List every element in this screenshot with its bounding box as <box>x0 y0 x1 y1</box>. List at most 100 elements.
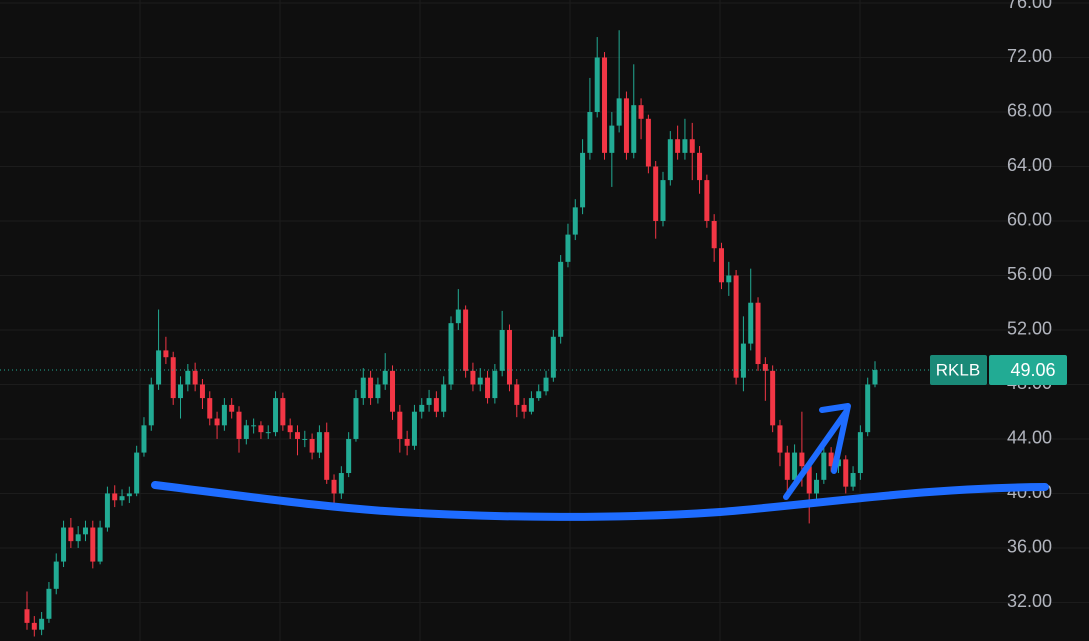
candle-body <box>375 384 381 399</box>
candle-body <box>39 618 45 630</box>
y-tick-label: 36.00 <box>1007 537 1052 557</box>
candle-body <box>207 398 213 419</box>
price-tag: RKLB 49.06 <box>930 355 1067 386</box>
candle-body <box>470 370 476 385</box>
candle-body <box>61 527 67 562</box>
candle-body <box>397 411 403 439</box>
candle-body <box>733 275 739 378</box>
candle-body <box>309 438 315 453</box>
candle-body <box>463 309 469 371</box>
candle-body <box>514 384 520 405</box>
y-tick-label: 56.00 <box>1007 264 1052 284</box>
price-tag-box <box>989 355 1067 386</box>
candle-body <box>740 343 746 378</box>
candle-body <box>156 350 162 385</box>
candle-body <box>784 452 790 480</box>
candle-body <box>411 411 417 446</box>
candle-body <box>536 391 542 399</box>
candle-body <box>426 398 432 405</box>
candle-body <box>229 404 235 412</box>
candle-body <box>485 377 491 399</box>
candle-body <box>294 432 300 439</box>
candle-body <box>236 411 242 439</box>
y-tick-label: 60.00 <box>1007 210 1052 230</box>
candle-body <box>331 479 337 494</box>
candle-body <box>280 398 286 426</box>
candle-body <box>799 452 805 467</box>
candle-body <box>441 384 447 412</box>
candle-body <box>675 139 681 153</box>
candle-body <box>258 425 264 433</box>
candle-body <box>134 452 140 494</box>
candle-body <box>163 350 169 358</box>
candle-body <box>170 357 176 399</box>
candle-body <box>718 248 724 283</box>
candle-body <box>368 377 374 399</box>
candle-body <box>53 561 59 589</box>
candle-body <box>243 425 249 439</box>
candles <box>24 30 878 637</box>
candle-body <box>119 496 125 501</box>
candle-body <box>762 364 768 371</box>
candle-body <box>653 166 659 221</box>
candle-body <box>75 534 81 542</box>
candle-body <box>82 527 88 535</box>
candle-body <box>748 302 754 344</box>
candle-body <box>638 105 644 119</box>
candle-body <box>609 125 615 153</box>
candle-body <box>828 452 834 467</box>
candle-body <box>806 466 812 494</box>
candle-body <box>770 370 776 426</box>
candle-body <box>755 302 761 365</box>
candle-body <box>528 398 534 412</box>
y-tick-label: 72.00 <box>1007 46 1052 66</box>
candle-body <box>667 139 673 181</box>
candle-body <box>697 152 703 181</box>
candle-body <box>316 432 322 453</box>
candle-body <box>382 370 388 385</box>
candle-body <box>404 438 410 446</box>
candle-body <box>112 493 118 501</box>
candle-body <box>97 527 103 562</box>
candle-body <box>477 377 483 385</box>
candle-body <box>185 370 191 385</box>
vertical-grid <box>139 0 861 641</box>
candle-body <box>843 459 849 487</box>
drawn-support-curve <box>151 481 1049 521</box>
candle-body <box>857 432 863 474</box>
candle-body <box>726 275 732 283</box>
candle-body <box>587 111 593 153</box>
candle-body <box>104 493 110 528</box>
candle-body <box>660 180 666 221</box>
candle-body <box>24 609 30 623</box>
candle-body <box>448 323 454 385</box>
candle-body <box>645 118 651 167</box>
candle-body <box>792 452 798 480</box>
candle-body <box>346 438 352 474</box>
candle-body <box>192 370 198 385</box>
y-tick-label: 76.00 <box>1007 0 1052 12</box>
candle-body <box>214 418 220 426</box>
candle-body <box>273 398 279 433</box>
candle-body <box>711 220 717 249</box>
candle-body <box>265 432 271 434</box>
candle-body <box>689 139 695 153</box>
candle-body <box>821 452 827 480</box>
candle-body <box>433 398 439 412</box>
candle-body <box>353 398 359 439</box>
y-tick-label: 64.00 <box>1007 155 1052 175</box>
candle-body <box>302 438 308 440</box>
candle-body <box>594 57 600 112</box>
candle-body <box>865 384 871 433</box>
candle-body <box>338 473 344 494</box>
y-tick-label: 68.00 <box>1007 101 1052 121</box>
candle-body <box>543 377 549 392</box>
y-tick-label: 44.00 <box>1007 428 1052 448</box>
candle-body <box>872 370 878 385</box>
candle-body <box>324 432 330 480</box>
candle-body <box>506 329 512 385</box>
candle-body <box>602 57 608 153</box>
